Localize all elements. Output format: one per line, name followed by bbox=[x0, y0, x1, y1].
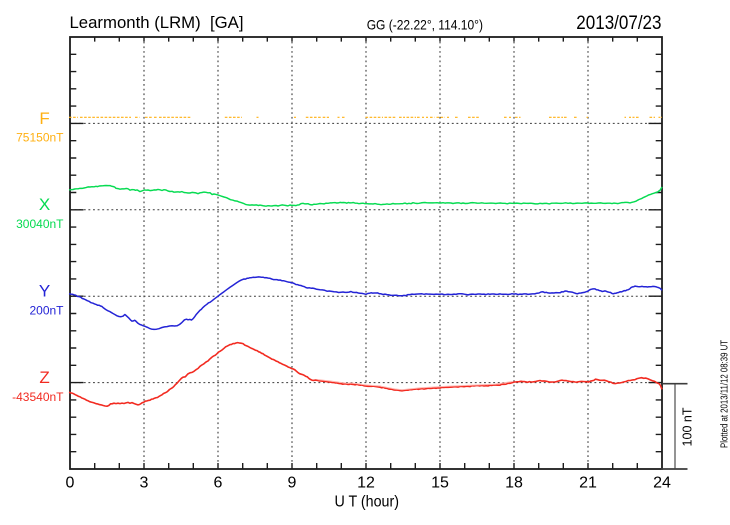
svg-text:Learmonth (LRM) [GA]: Learmonth (LRM) [GA] bbox=[70, 14, 244, 32]
svg-text:X: X bbox=[39, 195, 50, 214]
svg-text:6: 6 bbox=[214, 475, 223, 492]
svg-text:-43540nT: -43540nT bbox=[12, 390, 64, 404]
svg-text:Plotted at 2013/11/12 08:39 UT: Plotted at 2013/11/12 08:39 UT bbox=[719, 340, 730, 448]
svg-text:9: 9 bbox=[288, 475, 297, 492]
svg-text:12: 12 bbox=[357, 475, 375, 492]
svg-text:F: F bbox=[39, 109, 49, 128]
svg-text:2013/07/23: 2013/07/23 bbox=[576, 12, 661, 34]
svg-text:200nT: 200nT bbox=[29, 303, 64, 317]
svg-text:GG (-22.22°, 114.10°): GG (-22.22°, 114.10°) bbox=[367, 17, 483, 33]
svg-text:30040nT: 30040nT bbox=[16, 217, 64, 231]
svg-text:75150nT: 75150nT bbox=[16, 131, 64, 145]
svg-text:3: 3 bbox=[140, 475, 149, 492]
svg-text:21: 21 bbox=[579, 475, 597, 492]
svg-text:15: 15 bbox=[431, 475, 449, 492]
svg-text:0: 0 bbox=[66, 475, 75, 492]
svg-text:100 nT: 100 nT bbox=[681, 407, 695, 446]
svg-text:24: 24 bbox=[653, 475, 671, 492]
svg-text:U T (hour): U T (hour) bbox=[335, 494, 400, 511]
svg-text:Y: Y bbox=[39, 282, 50, 301]
svg-text:18: 18 bbox=[505, 475, 523, 492]
svg-text:Z: Z bbox=[39, 368, 49, 387]
